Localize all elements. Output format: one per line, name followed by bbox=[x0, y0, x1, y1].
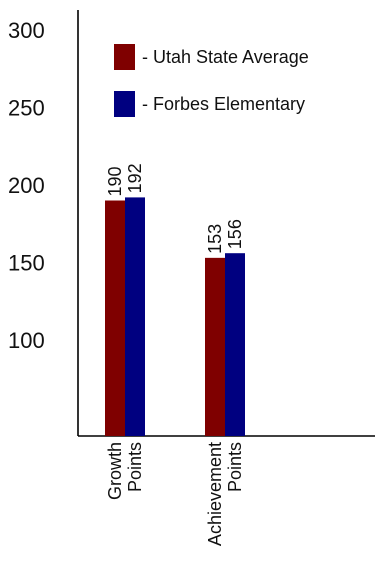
bar bbox=[205, 257, 225, 436]
bars bbox=[105, 197, 245, 436]
legend-swatch bbox=[114, 91, 135, 117]
bar-value-label: 156 bbox=[225, 219, 245, 249]
legend-label: - Forbes Elementary bbox=[142, 94, 305, 114]
y-tick-label: 300 bbox=[8, 18, 45, 43]
bar bbox=[225, 253, 245, 436]
y-tick-label: 100 bbox=[8, 328, 45, 353]
data-labels: 190 153 192 156 bbox=[105, 163, 245, 253]
y-tick-label: 200 bbox=[8, 173, 45, 198]
bar bbox=[105, 200, 125, 436]
bar-value-label: 190 bbox=[105, 166, 125, 196]
y-axis-ticks: 300 250 200 150 100 bbox=[8, 18, 45, 353]
legend-label: - Utah State Average bbox=[142, 47, 309, 67]
x-category-label: Points bbox=[125, 442, 145, 492]
category-labels: Growth Points Achievement Points bbox=[105, 442, 245, 546]
legend-swatch bbox=[114, 44, 135, 70]
x-category-label: Points bbox=[225, 442, 245, 492]
x-category-label: Growth bbox=[105, 442, 125, 500]
y-tick-label: 150 bbox=[8, 251, 45, 276]
x-category-label: Achievement bbox=[205, 442, 225, 546]
legend: - Utah State Average - Forbes Elementary bbox=[114, 44, 309, 117]
bar-value-label: 153 bbox=[205, 224, 225, 254]
bar-value-label: 192 bbox=[125, 163, 145, 193]
y-tick-label: 250 bbox=[8, 96, 45, 121]
bar bbox=[125, 197, 145, 436]
